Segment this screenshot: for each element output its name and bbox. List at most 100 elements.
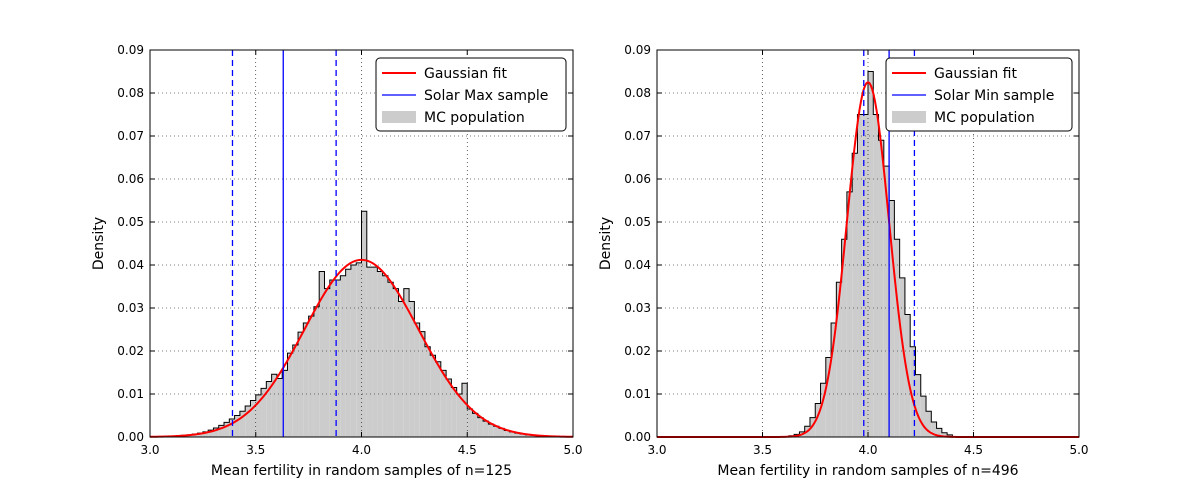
histogram-bar (345, 269, 351, 437)
histogram-bar (239, 411, 246, 437)
histogram-bar (852, 153, 858, 437)
histogram-bar (382, 275, 388, 437)
x-tick-label: 5.0 (1069, 443, 1088, 457)
legend-box (375, 57, 567, 132)
histogram-bar (366, 267, 373, 437)
y-tick-label: 0.06 (117, 172, 144, 186)
y-tick-label: 0.08 (624, 86, 651, 100)
histogram-bar (520, 433, 526, 437)
y-tick-label: 0.01 (117, 387, 144, 401)
legend-label: MC population (934, 110, 1035, 126)
histogram-bar (530, 435, 536, 437)
histogram-bar (836, 282, 842, 437)
legend-label: Gaussian fit (424, 66, 507, 82)
histogram-bar (467, 409, 473, 437)
histogram-bar (361, 211, 367, 437)
y-tick-label: 0.08 (117, 86, 144, 100)
x-axis-label: Mean fertility in random samples of n=12… (211, 463, 512, 479)
histogram-bar (915, 374, 921, 437)
histogram-bar (483, 421, 489, 437)
histogram-bar (525, 434, 531, 437)
histogram-bar (857, 114, 863, 437)
histogram-bar (894, 239, 900, 437)
histogram-bar (393, 288, 399, 437)
histogram-bar (514, 433, 521, 437)
x-tick-label: 4.0 (858, 443, 877, 457)
y-axis-label: Density (598, 217, 614, 270)
histogram-bar (329, 280, 336, 437)
histogram-bar (398, 301, 404, 437)
histogram-bar (403, 288, 410, 437)
histogram-bar (477, 417, 484, 437)
y-tick-label: 0.01 (624, 387, 651, 401)
histogram-bar (372, 267, 378, 437)
histogram-bar (202, 431, 209, 437)
histogram-bar (435, 361, 441, 437)
histogram-bar (815, 403, 821, 437)
y-tick-label: 0.04 (624, 258, 651, 272)
y-tick-label: 0.05 (624, 215, 651, 229)
histogram-bar (862, 114, 868, 437)
x-axis-label: Mean fertility in random samples of n=49… (717, 463, 1018, 479)
histogram-bar (298, 332, 304, 437)
histogram-bar (430, 355, 436, 437)
histogram-bar (451, 387, 457, 437)
histogram-bar (208, 430, 214, 437)
histogram-bar (287, 353, 293, 437)
histogram-bar (504, 430, 510, 437)
histogram-bar (846, 191, 853, 437)
legend-swatch (892, 111, 926, 123)
x-tick-label: 3.5 (246, 443, 265, 457)
histogram-bar (245, 406, 251, 437)
histogram-bar (282, 370, 288, 437)
y-tick-label: 0.06 (624, 172, 651, 186)
histogram-bar (255, 394, 262, 437)
histogram-bar (493, 426, 499, 437)
histogram-bar (941, 432, 948, 437)
histogram-bar (440, 370, 447, 437)
legend-label: Solar Min sample (934, 88, 1054, 104)
y-tick-label: 0.03 (117, 301, 144, 315)
histogram-bar (250, 400, 256, 437)
y-tick-label: 0.09 (624, 43, 651, 57)
histogram-bar (224, 422, 230, 437)
histogram-bar (936, 428, 942, 437)
histogram-bar (218, 425, 225, 437)
histogram-bar (319, 271, 325, 437)
histogram-bar (931, 421, 937, 437)
y-tick-label: 0.02 (624, 344, 651, 358)
x-tick-label: 4.0 (352, 443, 371, 457)
histogram-bar (308, 316, 314, 437)
legend-label: Gaussian fit (934, 66, 1017, 82)
chart-panel-right: 3.0 3.5 4.0 4.5 5.0 0.00 0.01 0.02 0.03 0.04 0.05 0… (598, 43, 1089, 479)
histogram-bar (192, 433, 198, 437)
histogram-bar (387, 282, 394, 437)
y-axis-label: Density (91, 217, 107, 270)
histogram-bar (213, 427, 219, 437)
legend-label: MC population (424, 110, 525, 126)
x-tick-label: 3.0 (140, 443, 159, 457)
histogram-bar (868, 71, 874, 437)
histogram-bar (461, 383, 468, 437)
histogram-bar (419, 331, 425, 437)
histogram-bar (324, 288, 330, 437)
x-tick-label: 4.5 (458, 443, 477, 457)
x-tick-label: 4.5 (964, 443, 983, 457)
histogram-bar (197, 433, 203, 437)
histogram-bar (488, 424, 494, 437)
histogram-bar (926, 411, 932, 437)
histogram-bar (873, 114, 879, 437)
histogram-bar (920, 396, 927, 437)
legend-swatch (382, 111, 416, 123)
histogram-bar (350, 265, 357, 437)
y-tick-label: 0.00 (117, 430, 144, 444)
legend-label: Solar Max sample (424, 88, 548, 104)
histogram-bars (171, 211, 558, 437)
histogram-bar (303, 323, 309, 437)
histogram-bar (841, 239, 847, 437)
histogram-bar (266, 381, 272, 437)
histogram-bar (910, 346, 916, 437)
y-tick-label: 0.02 (117, 344, 144, 358)
histogram-bar (509, 431, 515, 437)
histogram-bar (261, 388, 267, 437)
